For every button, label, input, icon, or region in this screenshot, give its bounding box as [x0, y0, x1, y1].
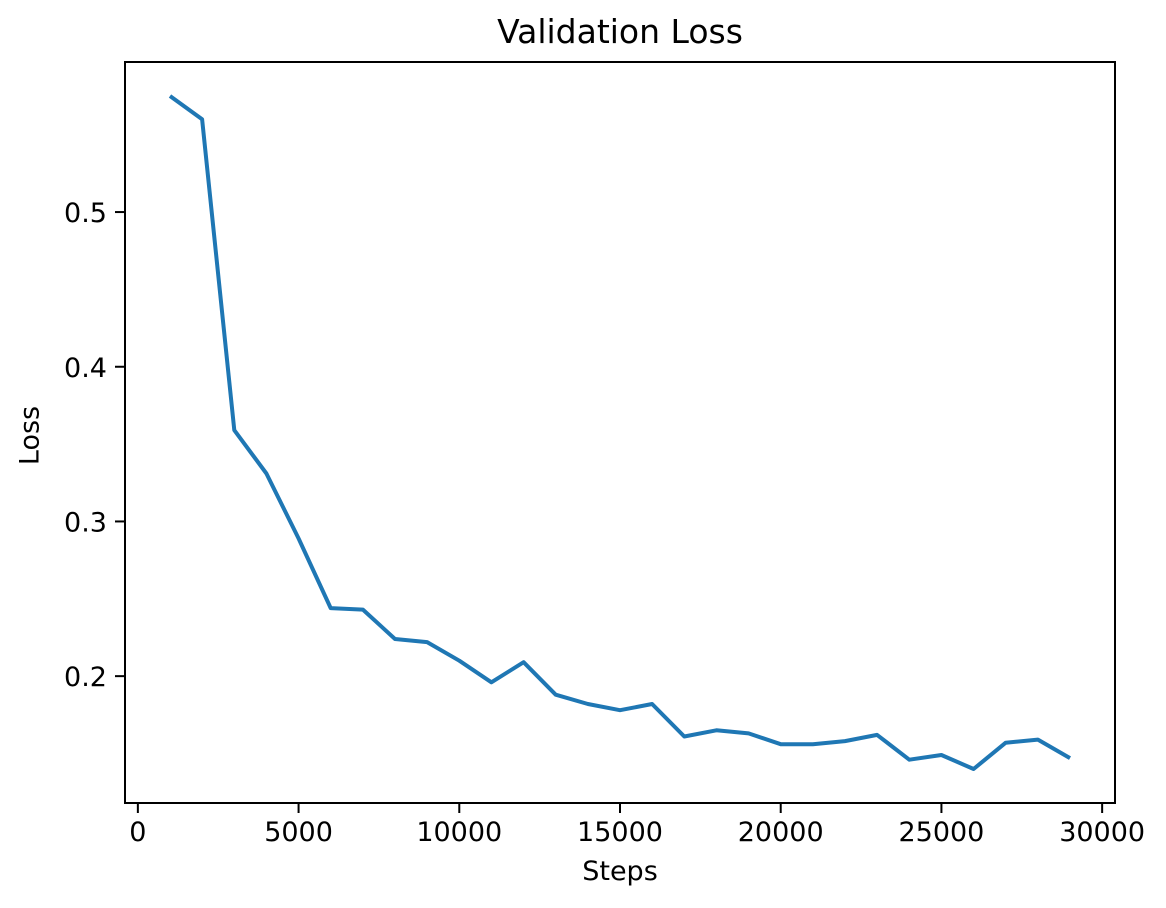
y-tick-label: 0.5 [64, 198, 107, 229]
x-tick-label: 10000 [416, 817, 502, 848]
x-tick-label: 0 [129, 817, 146, 848]
x-tick-label: 30000 [1059, 817, 1145, 848]
x-tick-label: 20000 [738, 817, 824, 848]
x-tick-label: 25000 [898, 817, 984, 848]
x-tick-label: 15000 [577, 817, 663, 848]
axes-spines [124, 61, 1116, 804]
x-axis-label: Steps [582, 856, 658, 887]
loss-curve [168, 94, 1071, 771]
y-tick-label: 0.2 [64, 662, 107, 693]
y-tick-label: 0.3 [64, 507, 107, 538]
y-tick-label: 0.4 [64, 353, 107, 384]
x-tick-label: 5000 [264, 817, 333, 848]
chart-title: Validation Loss [497, 12, 743, 51]
